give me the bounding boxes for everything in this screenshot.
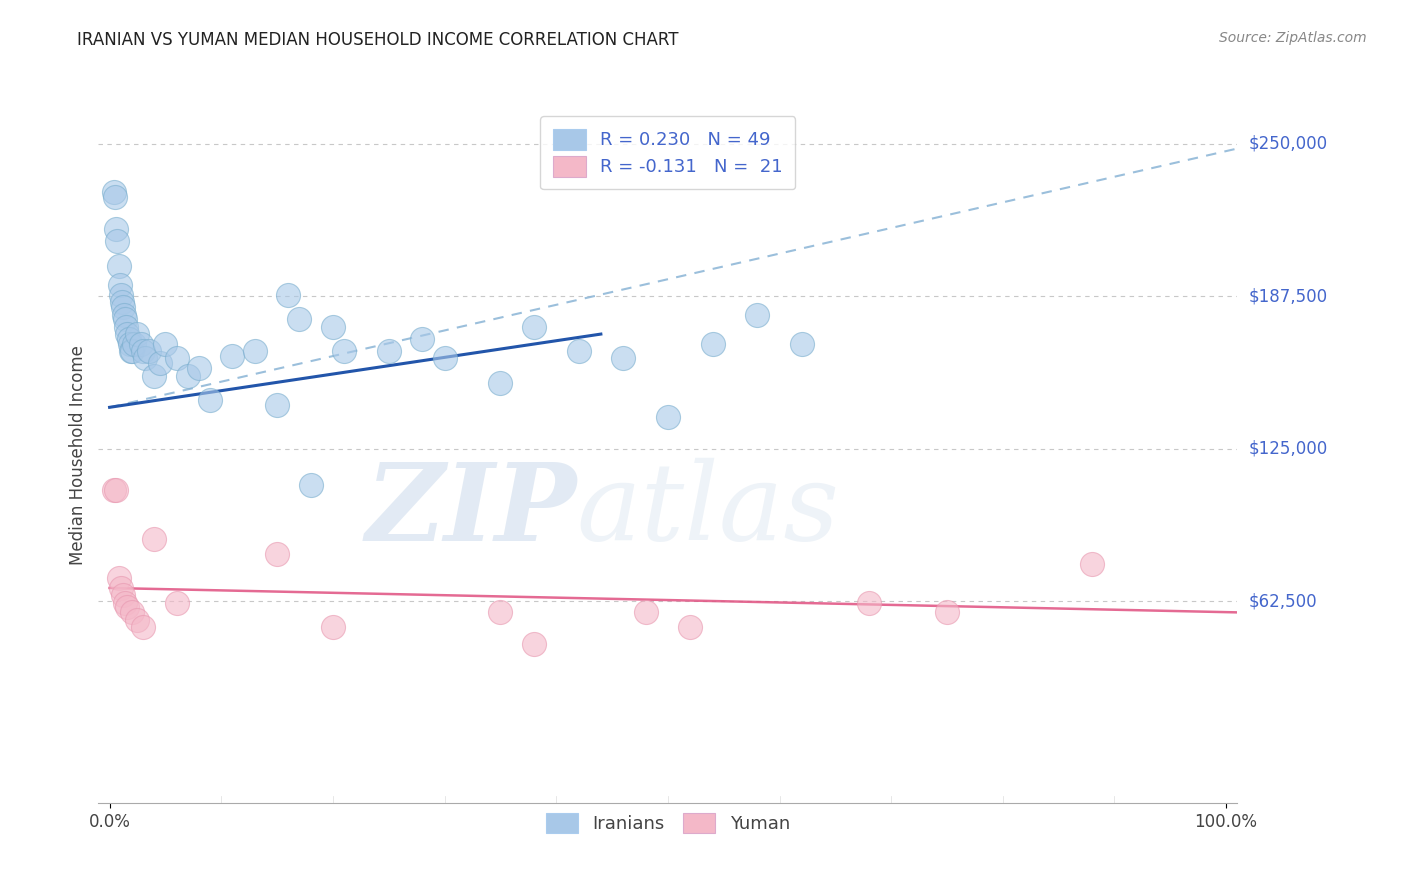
Legend: Iranians, Yuman: Iranians, Yuman — [537, 804, 799, 842]
Point — [523, 637, 546, 651]
Point — [489, 376, 512, 390]
Point — [143, 532, 166, 546]
Point — [143, 368, 166, 383]
Point — [936, 606, 959, 620]
Point — [523, 319, 546, 334]
Text: atlas: atlas — [576, 458, 839, 563]
Point — [108, 278, 131, 293]
Point — [1081, 557, 1104, 571]
Point — [149, 356, 172, 370]
Point — [790, 336, 813, 351]
Text: $187,500: $187,500 — [1249, 287, 1327, 305]
Point — [120, 344, 142, 359]
Point — [104, 190, 127, 204]
Point — [187, 361, 209, 376]
Point — [221, 349, 243, 363]
Point — [110, 581, 132, 595]
Point — [117, 332, 139, 346]
Point — [118, 336, 141, 351]
Point — [111, 300, 134, 314]
Point — [105, 483, 128, 498]
Point — [858, 596, 880, 610]
Point — [243, 344, 266, 359]
Point — [166, 351, 188, 366]
Point — [702, 336, 724, 351]
Point — [117, 600, 139, 615]
Point — [132, 344, 155, 359]
Point — [288, 312, 311, 326]
Text: IRANIAN VS YUMAN MEDIAN HOUSEHOLD INCOME CORRELATION CHART: IRANIAN VS YUMAN MEDIAN HOUSEHOLD INCOME… — [77, 31, 679, 49]
Point — [277, 288, 299, 302]
Text: $125,000: $125,000 — [1249, 440, 1327, 458]
Point — [433, 351, 456, 366]
Text: $62,500: $62,500 — [1249, 592, 1317, 610]
Point — [657, 410, 679, 425]
Point — [322, 319, 344, 334]
Point — [166, 596, 188, 610]
Point — [634, 606, 657, 620]
Point — [121, 344, 143, 359]
Point — [138, 344, 160, 359]
Point — [103, 186, 125, 200]
Point — [121, 606, 143, 620]
Point — [127, 327, 149, 342]
Point — [114, 596, 136, 610]
Point — [333, 344, 356, 359]
Point — [127, 613, 149, 627]
Point — [266, 547, 288, 561]
Point — [129, 336, 152, 351]
Point — [612, 351, 634, 366]
Point — [115, 319, 138, 334]
Text: ZIP: ZIP — [366, 458, 576, 564]
Point — [107, 235, 129, 249]
Point — [112, 308, 135, 322]
Point — [103, 483, 125, 498]
Point — [105, 222, 128, 236]
Point — [266, 398, 288, 412]
Point — [111, 588, 134, 602]
Point — [679, 620, 702, 634]
Point — [177, 368, 200, 383]
Point — [489, 606, 512, 620]
Text: $250,000: $250,000 — [1249, 135, 1327, 153]
Point — [198, 392, 221, 407]
Point — [107, 571, 129, 585]
Point — [107, 259, 129, 273]
Point — [122, 336, 145, 351]
Point — [747, 308, 769, 322]
Point — [114, 312, 136, 326]
Point — [411, 332, 433, 346]
Point — [132, 620, 155, 634]
Point — [155, 336, 177, 351]
Point — [299, 478, 322, 492]
Point — [110, 288, 132, 302]
Text: Source: ZipAtlas.com: Source: ZipAtlas.com — [1219, 31, 1367, 45]
Point — [322, 620, 344, 634]
Point — [567, 344, 589, 359]
Point — [134, 351, 156, 366]
Point — [111, 295, 134, 310]
Point — [377, 344, 399, 359]
Point — [117, 327, 139, 342]
Y-axis label: Median Household Income: Median Household Income — [69, 345, 87, 565]
